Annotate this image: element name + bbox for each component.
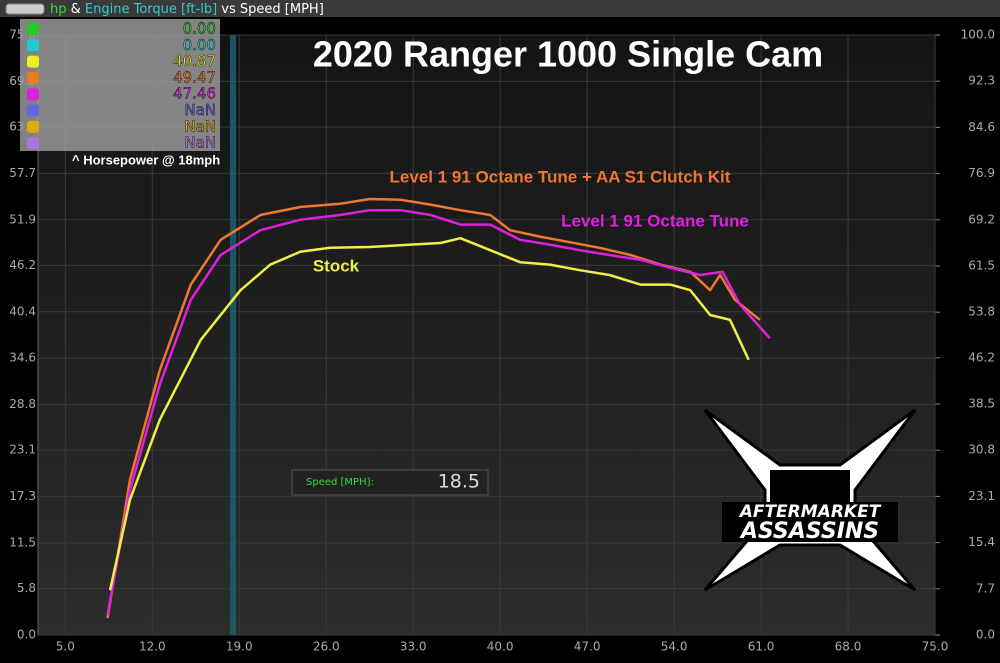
- y2-tick-label: 84.6: [968, 120, 995, 134]
- y2-tick-label: 61.5: [968, 259, 995, 273]
- title-bar: [0, 0, 1000, 17]
- y2-tick-label: 15.4: [968, 535, 995, 549]
- window-title-part: &: [67, 2, 85, 17]
- x-tick-label: 47.0: [574, 640, 601, 654]
- cursor-readout: [291, 469, 489, 496]
- cursor-value: 18.5: [438, 471, 480, 493]
- y-tick-label: 34.6: [9, 351, 36, 365]
- y-tick-label: 5.8: [17, 581, 36, 595]
- cursor-line: [230, 35, 237, 635]
- chart-title: 2020 Ranger 1000 Single Cam: [313, 34, 823, 75]
- series-line: [106, 208, 771, 616]
- readout-swatch: [27, 120, 39, 133]
- logo-text: ASSASSINS: [739, 519, 879, 544]
- window-button[interactable]: [5, 3, 45, 15]
- readout-value: 47.46: [173, 85, 216, 103]
- window-title-part: vs Speed [MPH]: [217, 2, 324, 17]
- window-title-part: hp: [50, 2, 67, 17]
- readout-value: NaN: [184, 117, 216, 135]
- readout-swatch: [27, 23, 39, 35]
- series-line: [108, 236, 750, 591]
- logo-text: AFTERMARKET: [738, 502, 882, 522]
- readout-value: 0.00: [183, 20, 216, 38]
- y2-tick-label: 46.2: [968, 350, 995, 364]
- x-tick-label: 54.0: [661, 640, 688, 654]
- x-tick-label: 12.0: [139, 640, 166, 654]
- x-tick-label: 61.0: [748, 640, 775, 654]
- readout-swatch: [27, 39, 39, 52]
- readout-swatch: [27, 88, 39, 101]
- x-tick-label: 26.0: [313, 640, 340, 654]
- window-title-part: Engine Torque [ft-lb]: [85, 2, 217, 17]
- x-tick-label: 19.0: [226, 640, 253, 654]
- y2-tick-label: 92.3: [968, 74, 995, 88]
- series-line: [106, 197, 761, 619]
- window-title: hp & Engine Torque [ft-lb] vs Speed [MPH…: [50, 2, 324, 17]
- x-tick-label: 40.0: [487, 640, 514, 654]
- y-tick-label: 17.3: [9, 489, 36, 503]
- y2-tick-label: 100.0: [961, 28, 995, 42]
- y-tick-label: 46.2: [9, 258, 36, 272]
- readout-swatch: [27, 137, 39, 150]
- y-tick-label: 51.9: [9, 212, 36, 226]
- series-label: Level 1 91 Octane Tune + AA S1 Clutch Ki…: [390, 167, 731, 186]
- y2-tick-label: 7.7: [976, 581, 995, 595]
- logo-band: [722, 502, 898, 542]
- x-tick-label: 5.0: [56, 640, 75, 654]
- y2-tick-label: 38.5: [968, 397, 995, 411]
- readout-value: 40.87: [173, 52, 216, 70]
- x-tick-label: 33.0: [400, 640, 427, 654]
- y-tick-label: 11.5: [9, 536, 36, 550]
- y-tick-label: 23.1: [9, 443, 36, 457]
- y-tick-label: 40.4: [9, 304, 36, 318]
- y-tick-label: 0.0: [17, 628, 36, 642]
- cursor-label: Speed [MPH]:: [306, 477, 374, 488]
- readout-value: 0.00: [183, 36, 216, 54]
- series-label: Stock: [313, 256, 360, 275]
- y-tick-label: 57.7: [9, 166, 36, 180]
- y2-tick-label: 30.8: [968, 443, 995, 457]
- y-tick-label: 28.8: [9, 397, 36, 411]
- y2-tick-label: 23.1: [968, 489, 995, 503]
- logo: AFTERMARKET ASSASSINS: [703, 408, 917, 592]
- y2-tick-label: 53.8: [968, 305, 995, 319]
- readout-value: NaN: [184, 134, 216, 152]
- x-tick-label: 68.0: [835, 640, 862, 654]
- y2-tick-label: 0.0: [976, 628, 995, 642]
- readout-swatch: [27, 55, 39, 68]
- y2-tick-label: 76.9: [968, 166, 995, 180]
- readout-panel: [20, 19, 220, 151]
- x-tick-label: 75.0: [922, 640, 949, 654]
- readout-note: ^ Horsepower @ 18mph: [72, 152, 220, 167]
- readout-value: 49.47: [173, 68, 216, 86]
- readout-swatch: [27, 104, 39, 117]
- readout-swatch: [27, 71, 39, 84]
- series-label: Level 1 91 Octane Tune: [561, 211, 749, 230]
- readout-value: NaN: [184, 101, 216, 119]
- y2-tick-label: 69.2: [968, 212, 995, 226]
